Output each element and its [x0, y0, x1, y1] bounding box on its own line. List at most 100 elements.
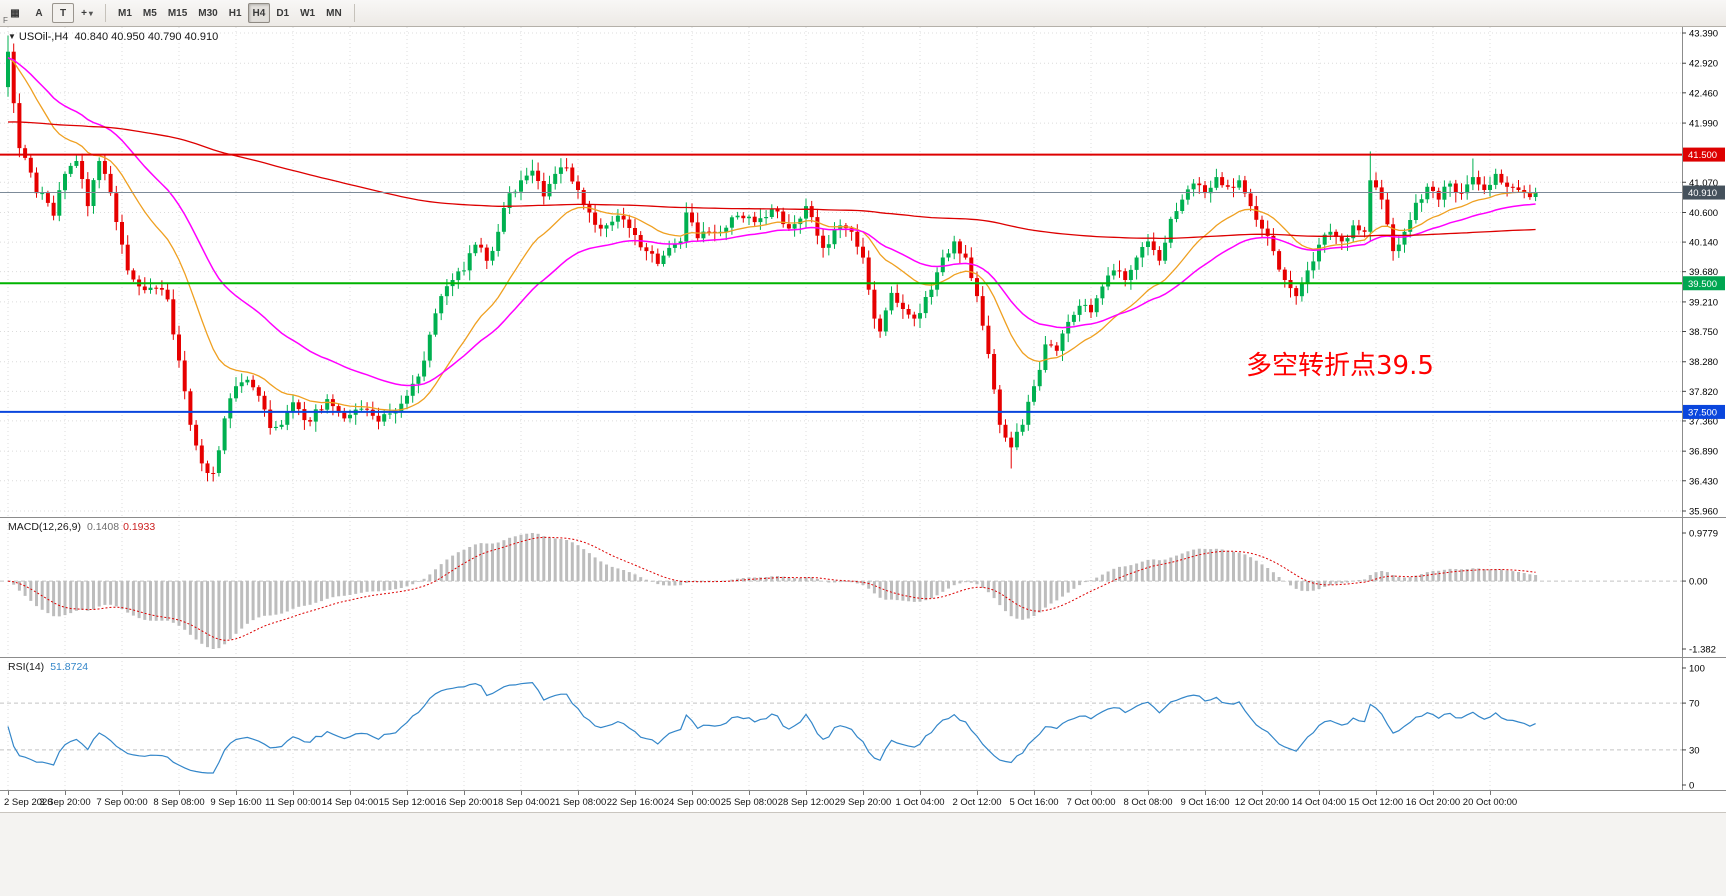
main-chart-panel[interactable]: 43.390 42.920 42.460 41.990 41.070 40.600 40.1… — [0, 27, 1726, 517]
time-tick — [464, 791, 465, 795]
time-tick — [8, 791, 9, 795]
svg-text:37.360: 37.360 — [1689, 416, 1718, 427]
charts-grid-icon: ▦ — [10, 7, 20, 19]
time-label: 16 Sep 20:00 — [435, 797, 493, 808]
time-tick — [1319, 791, 1320, 795]
main-grid — [0, 27, 1682, 517]
ma-line-fast-orange — [7, 56, 1536, 411]
time-label: 18 Sep 04:00 — [492, 797, 550, 808]
timeframe-button-mn[interactable]: MN — [321, 3, 347, 23]
time-label: 9 Sep 16:00 — [210, 797, 262, 808]
time-tick — [692, 791, 693, 795]
rsi-panel[interactable]: 100 70 30 0 RSI(14) 51.8724 — [0, 657, 1726, 790]
price-badge — [1683, 276, 1725, 291]
rsi-line — [7, 681, 1536, 774]
time-tick — [1205, 791, 1206, 795]
time-tick — [1262, 791, 1263, 795]
price-badge — [1683, 404, 1725, 419]
ma-line-medium-magenta — [7, 57, 1536, 387]
svg-text:37.500: 37.500 — [1688, 407, 1717, 418]
time-tick — [1034, 791, 1035, 795]
svg-text:39.680: 39.680 — [1689, 267, 1718, 278]
svg-text:38.280: 38.280 — [1689, 357, 1718, 368]
text-tool-button[interactable]: T — [52, 3, 74, 23]
timeframe-buttons: M1 M5 M15 M30 H1 H4 D1 W1 MN — [113, 3, 347, 23]
svg-text:40.600: 40.600 — [1689, 208, 1718, 219]
time-label: 1 Oct 04:00 — [895, 797, 945, 808]
main-chart-canvas[interactable]: 43.390 42.920 42.460 41.990 41.070 40.600 40.1… — [0, 27, 1726, 517]
svg-text:35.960: 35.960 — [1689, 507, 1718, 518]
time-tick — [1091, 791, 1092, 795]
time-label: 2 Sep 2020 — [4, 797, 53, 808]
timeframe-button-d1[interactable]: D1 — [271, 3, 294, 23]
time-tick — [863, 791, 864, 795]
charts-grid-button[interactable]: ▦ — [4, 3, 26, 23]
time-label: 12 Oct 20:00 — [1234, 797, 1290, 808]
svg-text:41.070: 41.070 — [1689, 178, 1718, 189]
time-label: 25 Sep 08:00 — [720, 797, 778, 808]
label-tool-button[interactable]: A — [28, 3, 50, 23]
svg-text:36.890: 36.890 — [1689, 447, 1718, 458]
time-label: 21 Sep 08:00 — [549, 797, 607, 808]
macd-canvas[interactable]: 0.9779 0.00 -1.382 — [0, 517, 1726, 657]
macd-grid — [7, 517, 1491, 657]
time-label: 14 Oct 04:00 — [1291, 797, 1347, 808]
timeframe-button-m1[interactable]: M1 — [113, 3, 137, 23]
time-label: 22 Sep 16:00 — [606, 797, 664, 808]
time-tick — [293, 791, 294, 795]
rsi-canvas[interactable]: 100 70 30 0 — [0, 657, 1726, 790]
timeframe-button-m30[interactable]: M30 — [193, 3, 222, 23]
time-tick — [1148, 791, 1149, 795]
time-label: 15 Sep 12:00 — [378, 797, 436, 808]
svg-text:38.750: 38.750 — [1689, 327, 1718, 338]
time-label: 3 Sep 20:00 — [39, 797, 91, 808]
time-tick — [407, 791, 408, 795]
svg-text:36.430: 36.430 — [1689, 476, 1718, 487]
price-badge — [1683, 185, 1725, 200]
crosshair-tool-button[interactable]: + ▾ — [76, 3, 98, 23]
time-tick — [236, 791, 237, 795]
time-label: 20 Oct 00:00 — [1462, 797, 1518, 808]
svg-text:42.460: 42.460 — [1689, 88, 1718, 99]
timeframe-button-w1[interactable]: W1 — [295, 3, 320, 23]
timeframe-button-h4[interactable]: H4 — [247, 3, 271, 23]
svg-text:40.910: 40.910 — [1688, 188, 1717, 199]
timeframe-button-m5[interactable]: M5 — [138, 3, 162, 23]
crosshair-icon: + — [81, 7, 87, 19]
svg-text:43.390: 43.390 — [1689, 29, 1718, 40]
price-axis: 43.390 42.920 42.460 41.990 41.070 40.600 40.1… — [1682, 29, 1718, 518]
time-tick — [578, 791, 579, 795]
svg-text:0.9779: 0.9779 — [1689, 529, 1718, 540]
svg-text:40.140: 40.140 — [1689, 238, 1718, 249]
time-label: 2 Oct 12:00 — [952, 797, 1002, 808]
timeframe-button-m15[interactable]: M15 — [163, 3, 192, 23]
macd-histogram — [12, 533, 1538, 649]
time-label: 8 Sep 08:00 — [153, 797, 205, 808]
bottom-empty-area — [0, 812, 1726, 896]
macd-signal-line — [7, 536, 1536, 641]
svg-text:0.00: 0.00 — [1689, 577, 1708, 588]
time-label: 14 Sep 04:00 — [321, 797, 379, 808]
svg-text:39.500: 39.500 — [1688, 279, 1717, 290]
price-badge — [1683, 147, 1725, 162]
time-tick — [1490, 791, 1491, 795]
macd-panel[interactable]: 0.9779 0.00 -1.382 MACD(12,26,9) 0.1408 0.19… — [0, 517, 1726, 657]
time-label: 15 Oct 12:00 — [1348, 797, 1404, 808]
time-tick — [749, 791, 750, 795]
time-axis[interactable]: 2 Sep 2020 3 Sep 20:00 7 Sep 00:00 8 Sep 08… — [0, 790, 1726, 812]
time-label: 5 Oct 16:00 — [1009, 797, 1059, 808]
svg-text:41.500: 41.500 — [1688, 150, 1717, 161]
svg-text:41.990: 41.990 — [1689, 119, 1718, 130]
svg-text:39.210: 39.210 — [1689, 297, 1718, 308]
svg-text:0: 0 — [1689, 781, 1694, 791]
time-tick — [977, 791, 978, 795]
svg-text:100: 100 — [1689, 664, 1705, 675]
time-tick — [122, 791, 123, 795]
time-tick — [806, 791, 807, 795]
time-label: 16 Oct 20:00 — [1405, 797, 1461, 808]
time-label: 24 Sep 00:00 — [663, 797, 721, 808]
top-toolbar: F ▦ A T + ▾ M1 M5 M15 M30 H1 H4 D1 W1 MN — [0, 0, 1726, 27]
timeframe-button-h1[interactable]: H1 — [224, 3, 247, 23]
dropdown-caret-icon: ▾ — [88, 8, 93, 18]
